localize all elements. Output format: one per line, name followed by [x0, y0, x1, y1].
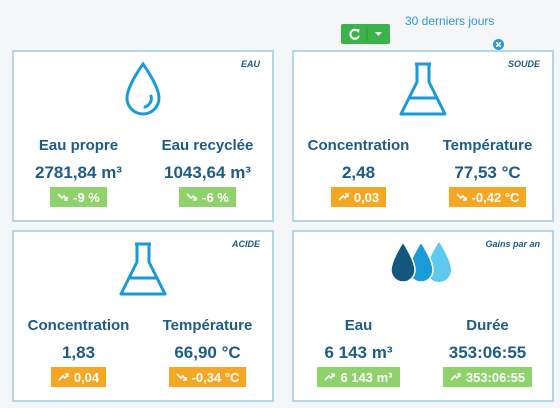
metric-label: Eau propre [38, 137, 119, 154]
metric: Eau propre 2781,84 m³ -9 % [14, 137, 143, 207]
metrics: Concentration 2,48 0,03 Température 77,53 °C… [294, 137, 552, 207]
trend-badge: -0,42 °C [448, 187, 527, 207]
panel-tag: Gains par an [485, 239, 540, 249]
metric-label: Concentration [307, 137, 410, 154]
trend-icon [450, 373, 461, 381]
refresh-icon [349, 27, 382, 41]
metric-label: Concentration [27, 317, 130, 334]
metric: Température 66,90 °C -0,34 °C [143, 317, 272, 387]
metric: Concentration 1,83 0,04 [14, 317, 143, 387]
trend-icon [186, 193, 197, 201]
badge-text: -6 % [202, 189, 229, 205]
metric: Eau recyclée 1043,64 m³ -6 % [143, 137, 272, 207]
panel: ACIDE Concentration 1,83 0,04 Température 66… [12, 230, 274, 402]
trend-icon [456, 193, 467, 201]
metric-label: Durée [466, 317, 509, 334]
panel-tag: ACIDE [231, 239, 260, 249]
badge-text: -9 % [73, 189, 100, 205]
trend-icon [338, 193, 349, 201]
metric-value: 77,53 °C [454, 163, 521, 182]
badge-text: 0,04 [73, 369, 100, 385]
panel-tag: EAU [240, 59, 260, 69]
trend-icon [176, 373, 187, 381]
metric: Durée 353:06:55 353:06:55 [423, 317, 552, 387]
flask-icon [119, 242, 167, 296]
trend-badge: -9 % [50, 187, 107, 207]
badge-text: 0,03 [353, 189, 380, 205]
metrics: Concentration 1,83 0,04 Température 66,90 °C… [14, 317, 272, 387]
trend-icon [57, 193, 68, 201]
metric-value: 2,48 [341, 163, 376, 182]
trend-badge: 0,03 [330, 187, 387, 207]
close-icon[interactable] [493, 39, 504, 50]
trend-badge: 0,04 [50, 367, 107, 387]
metric: Concentration 2,48 0,03 [294, 137, 423, 207]
metric-label: Température [442, 137, 533, 154]
drop-icon [125, 61, 161, 116]
trend-badge: 6 143 m³ [317, 367, 400, 387]
badge-text: 6 143 m³ [340, 369, 393, 385]
metric-value: 353:06:55 [448, 343, 527, 362]
panel-tag: SOUDE [507, 59, 540, 69]
panel: Gains par an Eau 6 143 m³ 6 143 m³ Durée 353… [292, 230, 554, 402]
metric-label: Eau recyclée [161, 137, 254, 154]
metric: Eau 6 143 m³ 6 143 m³ [294, 317, 423, 387]
panel: SOUDE Concentration 2,48 0,03 Température 77… [292, 50, 554, 222]
metric-value: 1043,64 m³ [164, 163, 251, 182]
metric-value: 1,83 [61, 343, 96, 362]
badge-text: 353:06:55 [465, 369, 526, 385]
metric-label: Eau [344, 317, 373, 334]
refresh-button[interactable] [341, 24, 390, 44]
trend-icon [58, 373, 69, 381]
metrics: Eau propre 2781,84 m³ -9 % Eau recyclée 1043… [14, 137, 272, 207]
panel: EAU Eau propre 2781,84 m³ -9 % Eau recyclée… [12, 50, 274, 222]
metric-value: 2781,84 m³ [35, 163, 122, 182]
trend-badge: -0,34 °C [168, 367, 247, 387]
metric-value: 66,90 °C [174, 343, 241, 362]
badge-text: -0,34 °C [191, 369, 240, 385]
trend-badge: 353:06:55 [442, 367, 533, 387]
metric-value: 6 143 m³ [324, 343, 393, 362]
flask-icon [399, 62, 447, 116]
period-link[interactable]: 30 derniers jours [405, 14, 495, 28]
metric: Température 77,53 °C -0,42 °C [423, 137, 552, 207]
trend-badge: -6 % [179, 187, 236, 207]
drops-icon [390, 240, 451, 283]
trend-icon [324, 373, 336, 381]
badge-text: -0,42 °C [471, 189, 520, 205]
metric-label: Température [162, 317, 253, 334]
metrics: Eau 6 143 m³ 6 143 m³ Durée 353:06:55 353:06:… [294, 317, 552, 387]
